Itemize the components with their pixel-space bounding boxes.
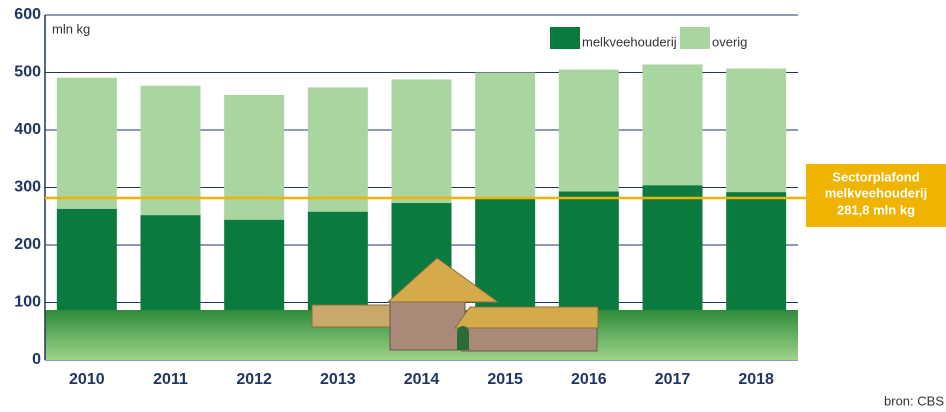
x-tick-label: 2010 xyxy=(69,371,105,388)
x-tick-label: 2013 xyxy=(320,371,356,388)
bar-segment xyxy=(307,87,368,212)
reference-box xyxy=(806,163,946,227)
y-tick-label: 500 xyxy=(14,64,41,81)
bar-segment xyxy=(140,85,201,216)
y-tick-label: 400 xyxy=(14,121,41,138)
x-tick-label: 2012 xyxy=(236,371,272,388)
bar-segment xyxy=(726,68,787,193)
y-tick-label: 100 xyxy=(14,294,41,311)
y-tick-label: 300 xyxy=(14,179,41,196)
x-tick-label: 2017 xyxy=(655,371,691,388)
reference-title: Sectorplafond xyxy=(832,169,919,184)
reference-subtitle: melkveehouderij xyxy=(825,185,928,200)
y-tick-label: 200 xyxy=(14,236,41,253)
bar-segment xyxy=(224,94,285,220)
farm xyxy=(311,257,599,352)
bar-segment xyxy=(391,79,452,204)
legend-label: overig xyxy=(712,34,747,49)
x-tick-label: 2011 xyxy=(153,371,188,388)
y-axis-label: mln kg xyxy=(52,21,90,36)
bar-segment xyxy=(56,77,117,209)
legend-label: melkveehouderij xyxy=(582,34,677,49)
x-tick-label: 2016 xyxy=(571,371,607,388)
bar-segment xyxy=(475,72,536,199)
legend-swatch xyxy=(680,27,710,49)
x-tick-label: 2014 xyxy=(404,371,440,388)
bar-segment xyxy=(642,64,703,186)
legend-swatch xyxy=(550,27,580,49)
x-tick-label: 2015 xyxy=(487,371,523,388)
x-tick-label: 2018 xyxy=(738,371,774,388)
y-tick-label: 0 xyxy=(32,351,41,368)
reference-label: 281,8 mln kg xyxy=(837,202,915,217)
y-tick-label: 600 xyxy=(14,6,41,23)
bar-segment xyxy=(558,69,619,192)
source: bron: CBS xyxy=(884,393,944,408)
